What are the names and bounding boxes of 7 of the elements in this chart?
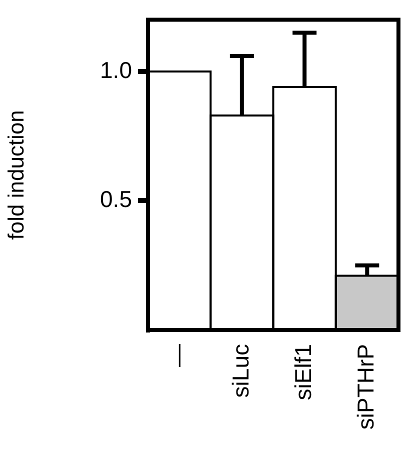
y-tick-label: 1.0 bbox=[100, 56, 132, 83]
y-tick-label: 0.5 bbox=[100, 186, 132, 212]
x-tick-label: siPTHrP bbox=[352, 344, 378, 430]
x-tick-label: — bbox=[164, 344, 191, 367]
x-tick-label: siElf1 bbox=[290, 344, 316, 400]
x-tick-label: siLuc bbox=[227, 344, 254, 398]
y-axis-title: fold induction bbox=[3, 110, 28, 240]
